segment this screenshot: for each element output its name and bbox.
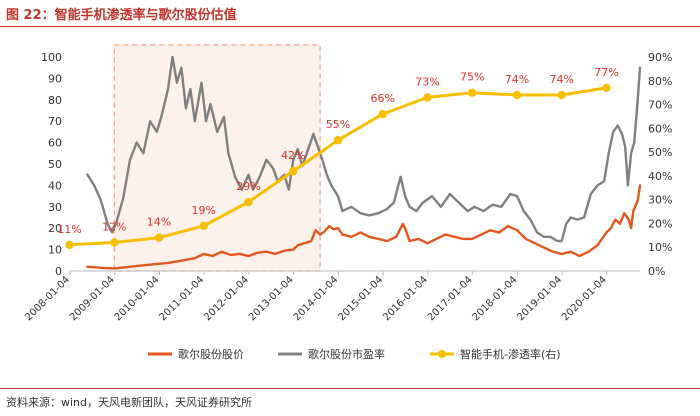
penetration-point <box>110 238 119 247</box>
penetration-point <box>244 197 253 207</box>
x-axis-tick-label: 2017-01-04 <box>426 274 475 323</box>
left-axis-tick-label: 40 <box>48 179 62 192</box>
left-axis-tick-label: 70 <box>48 115 62 128</box>
right-axis-tick-label: 0% <box>648 265 665 278</box>
left-axis-tick-label: 0 <box>55 265 62 278</box>
penetration-point <box>333 136 343 145</box>
penetration-data-label: 77% <box>594 66 618 79</box>
penetration-point <box>289 166 298 176</box>
x-axis-tick-label: 2010-01-04 <box>113 274 162 323</box>
source-divider <box>0 388 700 389</box>
penetration-data-label: 12% <box>102 220 126 233</box>
x-axis-tick-label: 2018-01-04 <box>471 274 520 323</box>
penetration-point <box>154 233 164 242</box>
source-note: 资料来源：wind，天风电新团队，天风证券研究所 <box>6 396 253 409</box>
penetration-data-label: 66% <box>371 92 395 105</box>
right-axis-tick-label: 40% <box>648 170 672 183</box>
penetration-data-label: 11% <box>57 223 81 236</box>
left-axis-tick-label: 80 <box>48 94 62 107</box>
penetration-point <box>65 240 74 250</box>
right-axis-tick-label: 20% <box>648 217 672 230</box>
left-axis-tick-label: 30 <box>48 201 62 214</box>
penetration-point <box>468 88 477 97</box>
pe-ratio-line <box>86 55 642 243</box>
penetration-point <box>378 109 387 119</box>
legend-label: 歌尔股份市盈率 <box>308 347 385 361</box>
left-axis-tick-label: 100 <box>41 51 62 64</box>
penetration-data-label: 73% <box>415 75 439 88</box>
penetration-data-label: 42% <box>281 149 305 162</box>
right-axis-tick-label: 80% <box>648 75 672 88</box>
left-axis-tick-label: 90 <box>48 72 62 85</box>
legend-label: 歌尔股份股价 <box>178 347 244 361</box>
legend-marker <box>438 350 446 358</box>
highlight-region <box>113 44 321 272</box>
series-group <box>65 55 642 270</box>
left-axis-tick-label: 10 <box>48 244 62 257</box>
x-axis-tick-label: 2012-01-04 <box>202 274 251 323</box>
x-axis-tick-label: 2014-01-04 <box>292 274 341 323</box>
title-divider <box>0 26 700 27</box>
left-axis-tick-label: 50 <box>48 158 62 171</box>
x-axis-tick-label: 2019-01-04 <box>515 274 564 323</box>
x-axis-tick-label: 2013-01-04 <box>247 274 296 323</box>
right-axis-tick-label: 70% <box>648 99 672 112</box>
right-axis-tick-label: 30% <box>648 194 672 207</box>
left-axis-tick-label: 60 <box>48 137 62 150</box>
penetration-data-label: 29% <box>236 180 260 193</box>
x-axis-tick-label: 2009-01-04 <box>68 274 117 323</box>
penetration-data-label: 55% <box>326 118 350 131</box>
highlight-region-group <box>113 44 321 272</box>
penetration-data-label: 75% <box>460 71 484 84</box>
right-axis-tick-label: 60% <box>648 122 672 135</box>
penetration-data-label: 19% <box>192 204 216 217</box>
left-axis-tick-label: 20 <box>48 222 62 235</box>
right-axis-tick-label: 90% <box>648 51 672 64</box>
legend-label: 智能手机-渗透率(右) <box>460 347 561 361</box>
penetration-point <box>199 221 208 231</box>
penetration-data-label: 74% <box>549 73 573 86</box>
x-axis-tick-label: 2015-01-04 <box>336 274 385 323</box>
right-axis-tick-label: 50% <box>648 146 672 159</box>
penetration-point <box>557 90 566 100</box>
right-axis-tick-label: 10% <box>648 241 672 254</box>
penetration-point <box>512 90 522 100</box>
chart: 0 10 20 30 40 50 60 70 80 90 100 0% 10% 20% 30% 40% 50% 6… <box>23 44 672 361</box>
x-axis-tick-label: 2011-01-04 <box>157 274 206 323</box>
data-labels-group: 11% 12% 14% 19% 29% 42% 55% 66% 73% 75% 74% 74% 77% <box>57 66 618 236</box>
x-axis-tick-label: 2016-01-04 <box>381 274 430 323</box>
penetration-point <box>602 83 611 93</box>
figure-title: 图 22：智能手机渗透率与歌尔股份估值 <box>6 8 237 23</box>
penetration-data-label: 14% <box>147 216 171 229</box>
penetration-point <box>423 93 432 102</box>
stock-price-line <box>86 184 642 270</box>
penetration-data-label: 74% <box>505 73 529 86</box>
legend: 歌尔股份股价 歌尔股份市盈率 智能手机-渗透率(右) <box>148 347 561 361</box>
x-axis-tick-label: 2020-01-04 <box>560 274 609 323</box>
x-axis-tick-label: 2008-01-04 <box>23 274 72 323</box>
